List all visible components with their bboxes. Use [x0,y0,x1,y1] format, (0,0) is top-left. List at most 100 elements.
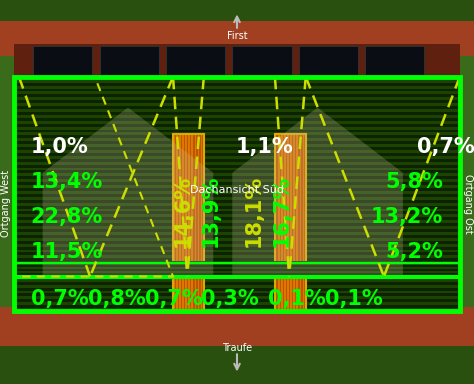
FancyBboxPatch shape [14,200,460,203]
FancyBboxPatch shape [14,132,460,136]
FancyBboxPatch shape [0,307,474,346]
FancyBboxPatch shape [14,112,460,115]
FancyBboxPatch shape [166,46,225,77]
FancyBboxPatch shape [14,244,460,247]
FancyBboxPatch shape [14,308,460,311]
FancyBboxPatch shape [14,255,460,258]
Text: 13,4%: 13,4% [31,172,103,192]
FancyBboxPatch shape [14,44,460,79]
FancyBboxPatch shape [202,134,204,311]
FancyBboxPatch shape [0,0,474,23]
FancyBboxPatch shape [14,226,460,229]
Text: 0,7%: 0,7% [145,289,202,309]
FancyBboxPatch shape [198,134,199,311]
FancyBboxPatch shape [14,150,460,153]
FancyBboxPatch shape [14,275,460,276]
FancyBboxPatch shape [174,134,176,311]
FancyBboxPatch shape [292,134,293,311]
FancyBboxPatch shape [14,209,460,212]
FancyBboxPatch shape [179,134,181,311]
Text: 1,1%: 1,1% [236,137,293,157]
FancyBboxPatch shape [14,147,460,150]
FancyBboxPatch shape [14,220,460,223]
FancyBboxPatch shape [14,194,460,197]
FancyBboxPatch shape [14,282,460,285]
Text: 13,2%: 13,2% [371,207,443,227]
FancyBboxPatch shape [14,235,460,238]
FancyBboxPatch shape [14,156,460,159]
FancyBboxPatch shape [14,121,460,124]
FancyBboxPatch shape [304,134,306,311]
Text: 14,6%: 14,6% [173,175,192,247]
FancyBboxPatch shape [14,197,460,200]
FancyBboxPatch shape [14,270,460,273]
Text: 5,2%: 5,2% [385,242,443,262]
Text: 22,8%: 22,8% [31,207,103,227]
Text: 16,7%: 16,7% [272,175,292,247]
FancyBboxPatch shape [14,153,460,156]
FancyBboxPatch shape [173,134,174,311]
FancyBboxPatch shape [287,134,289,311]
FancyBboxPatch shape [14,247,460,250]
FancyBboxPatch shape [14,88,460,91]
FancyBboxPatch shape [14,91,460,94]
FancyBboxPatch shape [275,134,276,311]
FancyBboxPatch shape [14,185,460,188]
FancyBboxPatch shape [14,94,460,97]
FancyBboxPatch shape [14,191,460,194]
FancyBboxPatch shape [14,77,460,80]
Text: Ortgang Ost: Ortgang Ost [463,174,474,233]
FancyBboxPatch shape [14,83,460,86]
FancyBboxPatch shape [281,134,283,311]
FancyBboxPatch shape [100,46,159,77]
FancyBboxPatch shape [14,261,460,264]
FancyBboxPatch shape [300,134,301,311]
FancyBboxPatch shape [14,232,460,235]
Text: 0,1%: 0,1% [325,289,383,309]
FancyBboxPatch shape [289,134,290,311]
Text: 0,7%: 0,7% [31,289,89,309]
FancyBboxPatch shape [14,136,460,138]
FancyBboxPatch shape [14,263,460,265]
FancyBboxPatch shape [14,285,460,288]
FancyBboxPatch shape [184,134,185,311]
FancyBboxPatch shape [14,179,460,182]
FancyBboxPatch shape [280,134,281,311]
Text: 1,0%: 1,0% [31,137,89,157]
Text: Ortgang West: Ortgang West [0,170,11,237]
FancyBboxPatch shape [14,109,460,112]
FancyBboxPatch shape [295,134,296,311]
FancyBboxPatch shape [14,279,460,282]
FancyBboxPatch shape [190,134,191,311]
FancyBboxPatch shape [298,134,300,311]
FancyBboxPatch shape [14,129,460,132]
Polygon shape [232,108,403,276]
FancyBboxPatch shape [14,229,460,232]
FancyBboxPatch shape [14,302,460,305]
FancyBboxPatch shape [14,264,460,267]
FancyBboxPatch shape [14,269,460,271]
FancyBboxPatch shape [14,138,460,141]
FancyBboxPatch shape [14,288,460,291]
FancyBboxPatch shape [14,118,460,121]
FancyBboxPatch shape [290,134,292,311]
FancyBboxPatch shape [196,134,198,311]
FancyBboxPatch shape [296,134,298,311]
FancyBboxPatch shape [14,291,460,293]
FancyBboxPatch shape [201,134,202,311]
FancyBboxPatch shape [14,127,460,129]
FancyBboxPatch shape [14,217,460,220]
FancyBboxPatch shape [14,162,460,165]
FancyBboxPatch shape [14,238,460,241]
FancyBboxPatch shape [14,144,460,147]
FancyBboxPatch shape [14,182,460,185]
FancyBboxPatch shape [14,188,460,191]
Text: Traufe: Traufe [222,343,252,353]
FancyBboxPatch shape [14,165,460,167]
Text: 0,1%: 0,1% [268,289,326,309]
FancyBboxPatch shape [178,134,179,311]
FancyBboxPatch shape [14,141,460,144]
Text: 0,7%: 0,7% [417,137,474,157]
FancyBboxPatch shape [199,134,201,311]
FancyBboxPatch shape [14,103,460,106]
